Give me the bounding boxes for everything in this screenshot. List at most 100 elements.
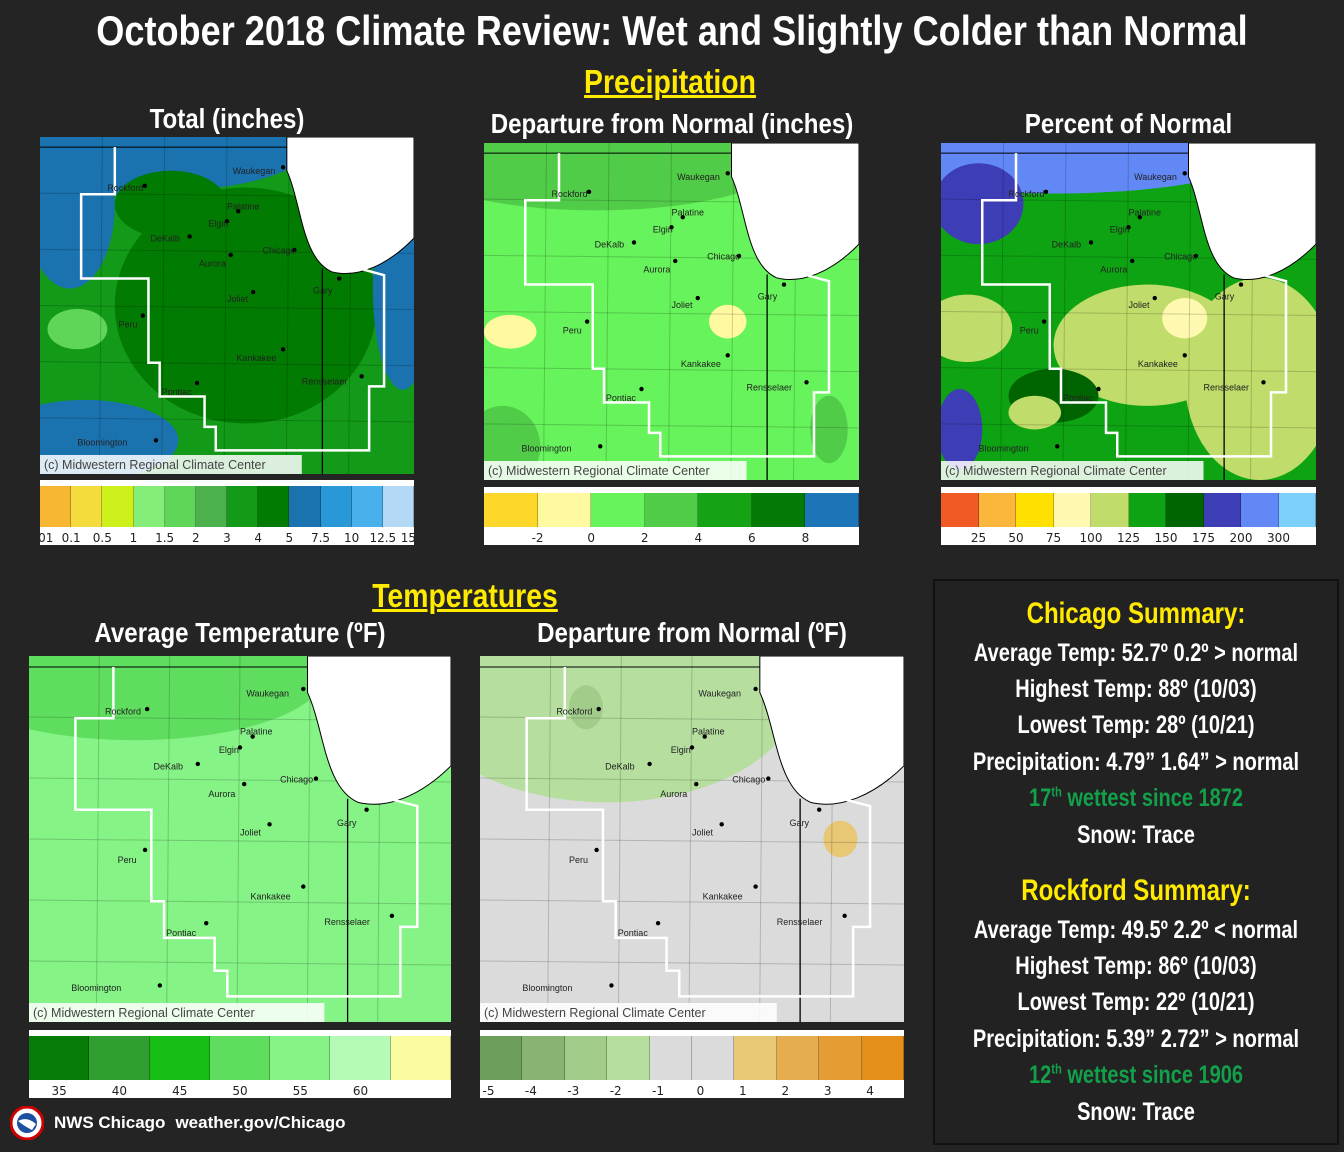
map-contour-region <box>941 389 983 470</box>
city-dot <box>725 353 730 358</box>
county-line <box>480 960 904 966</box>
city-label: Rockford <box>552 189 588 199</box>
legend-swatch <box>1166 493 1204 527</box>
legend-label: 1.5 <box>155 531 175 545</box>
legend-swatch <box>805 493 860 527</box>
city-dot <box>609 983 614 988</box>
city-dot <box>753 884 758 889</box>
map-contour-region <box>569 685 603 730</box>
county-line <box>759 656 764 1022</box>
rank-text: wettest since 1872 <box>1061 784 1244 812</box>
city-dot <box>1055 444 1060 449</box>
city-dot <box>364 807 369 812</box>
map-contour-region <box>480 656 798 803</box>
county-line <box>40 417 414 423</box>
city-label: Rockford <box>556 707 592 717</box>
legend-label: 12.5 <box>369 531 397 545</box>
city-label: Waukegan <box>698 688 741 698</box>
legend-swatch <box>644 493 699 527</box>
legend-swatch <box>209 1036 271 1080</box>
city-dot <box>301 686 306 692</box>
city-label: Bloomington <box>979 443 1029 453</box>
city-label: Pontiac <box>162 387 193 397</box>
legend-4: -5 -4 -3 -2 -1 0 1 2 3 4 <box>480 1030 905 1098</box>
rank-suffix: th <box>1051 783 1062 800</box>
city-label: Pontiac <box>618 928 649 938</box>
legend-3: 35 40 45 50 55 60 <box>29 1030 451 1098</box>
county-line <box>484 367 859 373</box>
city-dot <box>1126 225 1131 230</box>
county-line <box>484 311 859 316</box>
legend-swatch <box>1128 493 1166 527</box>
legend-label: 45 <box>172 1084 188 1098</box>
legend-swatch <box>751 493 806 527</box>
city-dot <box>204 920 209 926</box>
county-line <box>668 143 672 480</box>
county-line <box>941 367 1316 373</box>
rockford-summary-heading: Rockford Summary: <box>1021 874 1251 907</box>
legend-swatch <box>537 493 592 527</box>
city-label: Waukegan <box>246 688 289 698</box>
city-label: Bloomington <box>522 983 572 993</box>
rank-number: 17 <box>1028 784 1052 812</box>
city-dot <box>1238 282 1244 287</box>
map-contour-region <box>1008 395 1061 430</box>
city-label: Peru <box>119 319 138 329</box>
city-dot <box>250 289 256 295</box>
city-dot <box>842 913 847 919</box>
map-title-precip-departure: Departure from Normal (inches) <box>490 108 854 139</box>
city-dot <box>725 171 730 176</box>
city-dot <box>598 444 603 449</box>
map-contour-region <box>941 294 1013 363</box>
rockford-rank: 12th wettest since 1906 <box>943 1060 1329 1090</box>
legend-label: -1 <box>652 1084 665 1098</box>
city-label: Joliet <box>240 827 262 837</box>
map-panel-4: Rockford Waukegan Palatine Elgin DeKalb Chica… <box>480 656 904 1022</box>
rockford-precip: Precipitation: 5.39” 2.72” > normal <box>972 1025 1300 1053</box>
legend-swatch <box>734 1036 777 1080</box>
city-dot <box>187 234 192 239</box>
office-url[interactable]: weather.gov/Chicago <box>175 1113 346 1132</box>
city-label: Rensselaer <box>1204 383 1250 393</box>
legend-label: 0.5 <box>92 531 112 545</box>
city-dot <box>753 686 758 692</box>
city-dot <box>1130 258 1135 264</box>
city-dot <box>702 734 707 739</box>
map-contour-region <box>941 143 1260 194</box>
city-dot <box>736 253 742 259</box>
legend-swatch <box>320 486 352 527</box>
lake-michigan <box>759 656 904 805</box>
legend-label: 4 <box>254 531 262 545</box>
city-dot <box>719 822 724 827</box>
city-label: Joliet <box>227 294 249 304</box>
credit-bg <box>29 1003 325 1022</box>
city-label: Rockford <box>1009 189 1045 199</box>
temperatures-heading: Temperatures <box>372 577 558 614</box>
city-dot <box>157 983 163 988</box>
city-dot <box>669 225 674 230</box>
legend-label: 150 <box>1154 531 1178 545</box>
legend-swatch <box>484 493 538 527</box>
legend-label: 55 <box>292 1084 308 1098</box>
legend-swatch <box>164 486 196 527</box>
legend-swatch <box>776 1036 820 1080</box>
rank-text: wettest since 1906 <box>1061 1061 1244 1089</box>
city-dot <box>1088 240 1094 245</box>
legend-swatch <box>289 486 321 527</box>
city-label: Kankakee <box>251 891 291 901</box>
map-panel-2: Rockford Waukegan Palatine Elgin DeKalb Chica… <box>941 143 1316 480</box>
city-label: Joliet <box>692 827 714 837</box>
city-label: Chicago <box>707 251 740 261</box>
city-label: Elgin <box>219 745 239 755</box>
city-label: Elgin <box>653 224 673 234</box>
legend-label: 7.5 <box>310 531 331 545</box>
legend-label: 50 <box>232 1084 248 1098</box>
map-contour-region <box>823 820 858 858</box>
city-dot <box>655 920 661 926</box>
city-dot <box>1041 319 1047 324</box>
city-dot <box>1182 171 1187 176</box>
county-line <box>1187 143 1192 480</box>
credit-bg <box>480 1003 777 1022</box>
city-label: Gary <box>337 818 357 828</box>
city-dot <box>142 847 148 853</box>
